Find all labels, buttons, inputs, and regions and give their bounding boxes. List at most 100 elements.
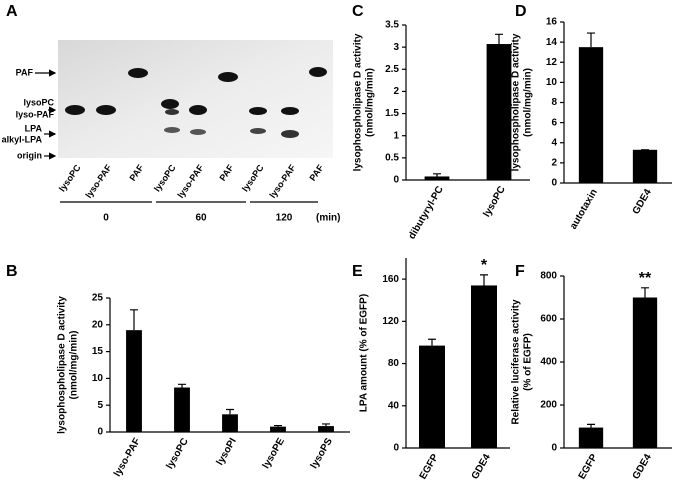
- panel-label: F: [515, 263, 525, 280]
- y-tick-label: 200: [540, 400, 557, 411]
- y-tick-label: 0.5: [385, 152, 399, 163]
- band-label: lyso-PAF: [16, 109, 55, 119]
- y-axis-label: (nmol/mg/min): [365, 68, 376, 137]
- y-tick-label: 1: [393, 130, 399, 141]
- y-tick-label: 10: [546, 77, 558, 88]
- x-tick-label: lysoPC: [481, 184, 507, 219]
- y-tick-label: 0: [551, 443, 557, 454]
- lane-label: PAF: [127, 162, 145, 182]
- band-label: LPA: [25, 123, 43, 133]
- bar: [270, 426, 286, 432]
- bar: [419, 345, 445, 448]
- y-axis-label: lysophospholipase D activity: [353, 33, 364, 171]
- x-tick-label: GDE4: [631, 452, 654, 481]
- bar: [222, 414, 238, 432]
- lane-label: lyso-PAF: [267, 162, 297, 200]
- y-tick-label: 0: [393, 175, 399, 186]
- lane-label: lysoPC: [152, 162, 178, 193]
- chart-panel: E 0 40 80 120 160 LPA amount (% of EGFP) EGFP GD…: [352, 257, 510, 481]
- error-bar: [587, 32, 595, 48]
- chart-panel: D 0 2 4 6 8 10 12 14 16 lysophospholipase D activi…: [511, 3, 672, 231]
- error-bar: [433, 173, 441, 177]
- error-bar: [226, 408, 234, 415]
- y-tick-label: 15: [92, 346, 104, 357]
- y-tick-label: 1.5: [385, 108, 399, 119]
- bar: [578, 47, 604, 183]
- panel-label: D: [515, 3, 527, 20]
- lane-label: lysoPC: [57, 162, 83, 193]
- error-bar: [178, 383, 186, 388]
- y-tick-label: 12: [546, 57, 558, 68]
- y-tick-label: 3.5: [385, 20, 399, 31]
- panel-label: B: [6, 263, 18, 280]
- y-tick-label: 40: [388, 400, 400, 411]
- y-tick-label: 5: [97, 400, 103, 411]
- y-tick-label: 20: [92, 319, 104, 330]
- annotation: **: [639, 270, 652, 287]
- x-tick-label: lysoPI: [215, 436, 239, 467]
- y-tick-label: 14: [546, 37, 558, 48]
- y-axis-label: (nmol/mg/min): [523, 68, 534, 137]
- bar: [424, 176, 450, 180]
- bar: [632, 149, 658, 183]
- bar: [578, 427, 604, 448]
- x-tick-label: lyso-PAF: [112, 436, 143, 478]
- band-label: alkyl-LPA: [2, 134, 43, 144]
- time-label: 0: [103, 213, 109, 224]
- y-tick-label: 2: [551, 158, 557, 169]
- tlc-arrows: [35, 69, 57, 160]
- x-tick-label: autotaxin: [568, 187, 600, 231]
- y-tick-label: 160: [382, 274, 399, 285]
- y-axis-label: (nmol/mg/min): [69, 331, 80, 400]
- y-axis-label: lysophospholipase D activity: [57, 296, 68, 434]
- y-tick-label: 0: [551, 178, 557, 189]
- chart-panel: B 0 5 10 15 20 25 lysophospholipase D activity(…: [6, 263, 350, 479]
- x-tick-label: lysoPS: [309, 436, 335, 471]
- y-tick-label: 2.5: [385, 64, 399, 75]
- time-label: 120: [276, 213, 293, 224]
- tlc-spots: [65, 67, 327, 138]
- bar: [174, 387, 190, 432]
- y-tick-label: 400: [540, 357, 557, 368]
- error-bar: [587, 423, 595, 428]
- lane-label: PAF: [217, 162, 235, 182]
- panel-label: E: [352, 263, 363, 280]
- y-tick-label: 2: [393, 86, 399, 97]
- error-bar: [495, 33, 503, 45]
- y-axis-label: LPA amount (% of EGFP): [359, 294, 370, 412]
- y-tick-label: 10: [92, 373, 104, 384]
- tlc-plate: [58, 40, 333, 158]
- lane-label: lyso-PAF: [83, 162, 113, 200]
- band-label: PAF: [16, 67, 34, 77]
- y-tick-label: 25: [92, 293, 104, 304]
- y-tick-label: 16: [546, 17, 558, 28]
- error-bar: [428, 338, 436, 346]
- y-tick-label: 0: [97, 427, 103, 438]
- lane-label: lysoPC: [240, 162, 266, 193]
- y-axis-label: lysophospholipase D activity: [511, 33, 522, 171]
- x-tick-label: GDE4: [631, 187, 654, 216]
- y-tick-label: 80: [388, 358, 400, 369]
- error-bar: [480, 274, 488, 286]
- x-tick-label: lysoPC: [164, 436, 190, 471]
- y-tick-label: 0: [393, 443, 399, 454]
- lane-label: lyso-PAF: [175, 162, 205, 200]
- bar: [486, 44, 512, 180]
- y-tick-label: 600: [540, 314, 557, 325]
- panel-label: C: [352, 3, 364, 20]
- x-tick-label: lysoPE: [261, 436, 287, 471]
- annotation: *: [481, 257, 488, 274]
- time-label: 60: [195, 213, 207, 224]
- y-tick-label: 120: [382, 316, 399, 327]
- chart-panel: F 0 200 400 600 800 Relative luciferase activi…: [511, 263, 672, 481]
- x-tick-label: EGFP: [577, 452, 600, 481]
- x-tick-label: EGFP: [418, 452, 441, 481]
- error-bar: [274, 424, 282, 427]
- band-label: origin: [17, 150, 42, 160]
- x-tick-label: GDE4: [470, 452, 493, 481]
- lane-label: PAF: [307, 162, 325, 182]
- error-bar: [641, 287, 649, 298]
- y-axis-label: Relative luciferase activity: [511, 299, 522, 425]
- y-tick-label: 3: [393, 42, 399, 53]
